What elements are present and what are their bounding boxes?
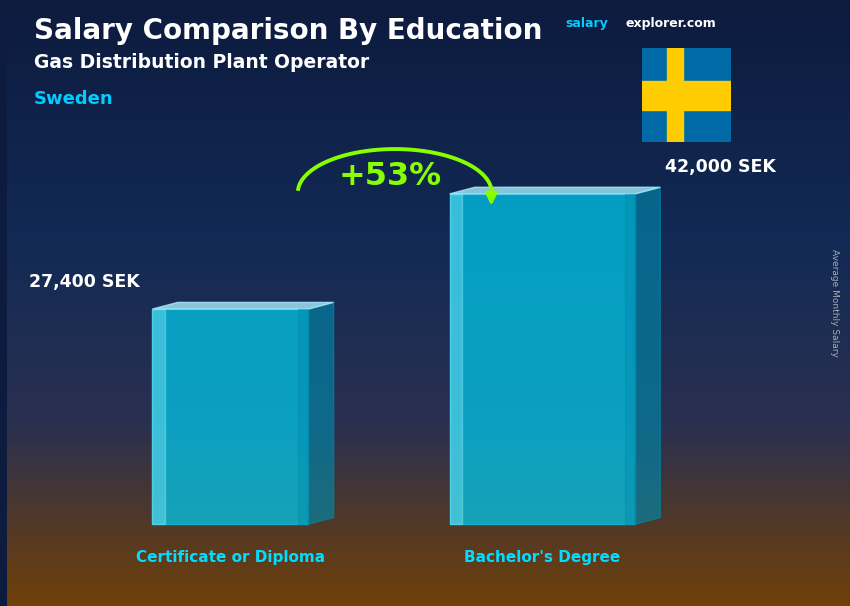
Text: salary: salary bbox=[565, 17, 608, 30]
Polygon shape bbox=[152, 309, 165, 524]
Text: Salary Comparison By Education: Salary Comparison By Education bbox=[34, 17, 542, 45]
Text: explorer.com: explorer.com bbox=[626, 17, 717, 30]
Text: Certificate or Diploma: Certificate or Diploma bbox=[136, 550, 325, 565]
Text: 42,000 SEK: 42,000 SEK bbox=[665, 158, 775, 176]
Polygon shape bbox=[450, 194, 462, 524]
Text: 27,400 SEK: 27,400 SEK bbox=[29, 273, 139, 291]
Text: Gas Distribution Plant Operator: Gas Distribution Plant Operator bbox=[34, 53, 369, 72]
Bar bbox=[450, 194, 635, 524]
Text: Average Monthly Salary: Average Monthly Salary bbox=[830, 249, 839, 357]
Polygon shape bbox=[309, 302, 334, 524]
Bar bbox=[666, 48, 683, 142]
Polygon shape bbox=[450, 187, 660, 194]
Text: +53%: +53% bbox=[339, 161, 442, 191]
Polygon shape bbox=[152, 302, 334, 309]
Polygon shape bbox=[625, 194, 635, 524]
Polygon shape bbox=[298, 309, 309, 524]
Text: Bachelor's Degree: Bachelor's Degree bbox=[464, 550, 620, 565]
Text: Sweden: Sweden bbox=[34, 90, 114, 108]
Polygon shape bbox=[635, 187, 660, 524]
Bar bbox=[152, 309, 309, 524]
Bar bbox=[642, 81, 731, 110]
